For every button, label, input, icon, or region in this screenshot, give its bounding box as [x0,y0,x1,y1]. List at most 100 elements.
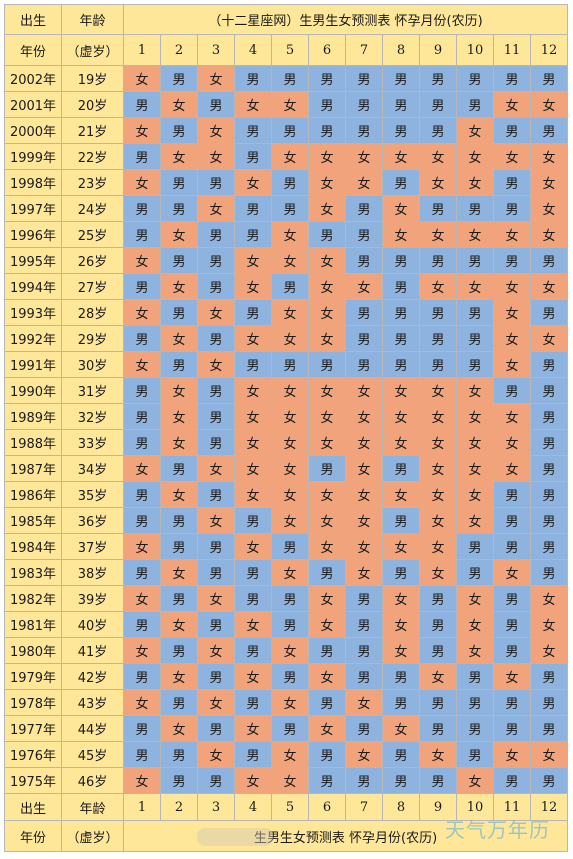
birth-year-cell: 1992年 [4,325,62,352]
gender-cell-male: 男 [493,507,531,534]
gender-cell-female: 女 [493,91,531,118]
gender-cell-female: 女 [123,533,161,560]
gender-cell-female: 女 [382,585,420,612]
footer-month-2: 2 [160,793,198,821]
gender-cell-male: 男 [419,247,457,274]
gender-cell-male: 男 [345,195,383,222]
table-row: 1996年 25岁男女男男女男男女女女女女 [4,221,568,248]
gender-cell-male: 男 [530,663,568,690]
gender-cell-female: 女 [419,741,457,768]
gender-cell-male: 男 [382,169,420,196]
gender-cell-female: 女 [493,663,531,690]
gender-cell-male: 男 [419,195,457,222]
gender-cell-male: 男 [123,715,161,742]
gender-cell-male: 男 [345,637,383,664]
gender-cell-female: 女 [382,377,420,404]
gender-cell-male: 男 [197,611,235,638]
gender-cell-female: 女 [382,611,420,638]
footer-month-10: 10 [456,793,494,821]
age-cell: 23岁 [61,169,124,196]
gender-cell-female: 女 [271,221,309,248]
gender-cell-female: 女 [456,143,494,170]
gender-cell-male: 男 [493,169,531,196]
gender-cell-male: 男 [382,247,420,274]
gender-cell-male: 男 [271,351,309,378]
age-header: 年龄 [61,4,124,35]
gender-cell-male: 男 [271,117,309,144]
gender-cell-male: 男 [160,767,198,794]
age-cell: 38岁 [61,559,124,586]
gender-cell-male: 男 [308,91,346,118]
gender-cell-female: 女 [234,767,272,794]
gender-cell-female: 女 [234,325,272,352]
gender-cell-female: 女 [493,429,531,456]
gender-cell-female: 女 [123,637,161,664]
gender-cell-female: 女 [345,403,383,430]
gender-cell-female: 女 [456,377,494,404]
table-row: 1997年 24岁男男女男男女男女男男男女 [4,195,568,222]
gender-cell-female: 女 [345,377,383,404]
gender-cell-female: 女 [308,715,346,742]
gender-cell-male: 男 [493,585,531,612]
gender-cell-male: 男 [160,169,198,196]
gender-cell-female: 女 [123,767,161,794]
age-cell: 41岁 [61,637,124,664]
birth-year-cell: 1982年 [4,585,62,612]
table-row: 1976年 45岁男男女男女男女男女男女女 [4,741,568,768]
gender-cell-female: 女 [493,221,531,248]
gender-cell-female: 女 [419,455,457,482]
gender-cell-male: 男 [197,325,235,352]
gender-cell-male: 男 [382,91,420,118]
gender-cell-male: 男 [345,351,383,378]
age-cell: 21岁 [61,117,124,144]
gender-cell-female: 女 [271,143,309,170]
gender-cell-male: 男 [123,663,161,690]
gender-cell-male: 男 [382,325,420,352]
gender-cell-male: 男 [197,429,235,456]
age-cell: 32岁 [61,403,124,430]
gender-cell-female: 女 [419,377,457,404]
gender-cell-male: 男 [382,689,420,716]
gender-cell-female: 女 [382,403,420,430]
gender-cell-male: 男 [123,507,161,534]
gender-cell-female: 女 [345,741,383,768]
gender-cell-male: 男 [197,377,235,404]
gender-cell-male: 男 [308,741,346,768]
gender-cell-male: 男 [345,299,383,326]
gender-cell-female: 女 [308,611,346,638]
gender-cell-male: 男 [197,91,235,118]
gender-cell-female: 女 [271,91,309,118]
gender-cell-male: 男 [271,533,309,560]
birth-year-cell: 1996年 [4,221,62,248]
gender-cell-male: 男 [493,767,531,794]
gender-cell-female: 女 [271,507,309,534]
gender-cell-female: 女 [234,377,272,404]
table-row: 1979年 42岁男女男女男女男男女男女男 [4,663,568,690]
gender-cell-male: 男 [271,169,309,196]
table-row: 1985年 36岁男男女男女女女男女女男男 [4,507,568,534]
year-header: 年份 [4,34,62,66]
gender-cell-male: 男 [419,91,457,118]
table-row: 1977年 44岁男女男女男女男女男男男男 [4,715,568,742]
gender-cell-female: 女 [345,507,383,534]
gender-cell-female: 女 [160,403,198,430]
gender-cell-female: 女 [197,507,235,534]
gender-cell-female: 女 [308,585,346,612]
gender-cell-male: 男 [197,169,235,196]
age-cell: 19岁 [61,65,124,92]
blurred-text-smudge [197,828,273,846]
gender-cell-female: 女 [234,533,272,560]
gender-cell-male: 男 [345,325,383,352]
gender-cell-female: 女 [234,91,272,118]
gender-cell-male: 男 [493,533,531,560]
gender-cell-female: 女 [493,741,531,768]
gender-cell-female: 女 [234,455,272,482]
gender-cell-female: 女 [308,507,346,534]
footer-subtitle: 生男生女预测表 怀孕月份(农历) [123,820,568,852]
gender-cell-male: 男 [197,403,235,430]
gender-cell-male: 男 [456,715,494,742]
gender-cell-male: 男 [160,741,198,768]
footer-month-11: 11 [493,793,531,821]
gender-cell-male: 男 [160,507,198,534]
